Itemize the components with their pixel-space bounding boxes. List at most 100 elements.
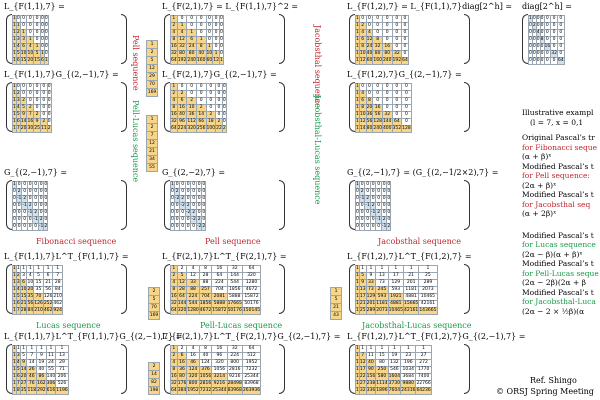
paren-left — [349, 180, 355, 230]
matrix-cell: 1 — [170, 83, 178, 91]
matrix-cell: 8 — [198, 345, 213, 353]
matrix-cell: 5 — [15, 366, 21, 374]
matrix-cell: -1 — [369, 209, 377, 217]
matrix-cell: 0 — [215, 104, 223, 112]
matrix-cell: 28 — [198, 272, 213, 280]
matrix-cell: 56 — [365, 118, 374, 126]
caption-fibonacci: Fibonacci sequence — [36, 237, 117, 246]
sequence-cell: 43 — [330, 311, 342, 320]
matrix-cell: 1 — [375, 265, 389, 273]
matrix-cell: 26 — [26, 366, 38, 374]
sequence-row: 21 — [146, 147, 158, 156]
matrix-cell: 9 — [365, 272, 377, 280]
matrix-row: 1 6 20 46 86 140 206 — [12, 373, 69, 381]
matrix-cell: 84 — [52, 286, 63, 294]
matrix-cell: 27 — [358, 380, 367, 388]
matrix-cell: 0 — [221, 83, 227, 91]
matrix-cell: 36 — [176, 366, 188, 374]
matrix-cell: 10 — [19, 50, 28, 58]
matrix-cell: 1770 — [415, 366, 432, 374]
matrix-cell: 64 — [211, 272, 228, 280]
matrix-row: 1 17 129 593 1921 4881 10465 — [355, 293, 438, 301]
matrix-cell: 0 — [205, 97, 217, 105]
matrix-cell: 2 — [39, 118, 48, 126]
matrix-cell: 4 — [26, 43, 35, 51]
matrix-cell: 526 — [55, 380, 69, 388]
matrix-cell: 0 — [43, 15, 49, 23]
matrix-cell: 1 — [12, 83, 17, 91]
matrix-cell: 16 — [543, 43, 552, 51]
matrix-cell: 462 — [52, 300, 63, 308]
matrix-r4c1: 1 1 1 1 1 1 1 1 2 3 4 5 6 7 1 3 6 10 15 21 28 1 4 10 20 35 56 84 1 5 1… — [12, 265, 63, 315]
matrix-cell: 0 — [355, 195, 360, 203]
matrix-cell: 0 — [386, 181, 392, 189]
matrix-cell: 0 — [550, 43, 558, 51]
matrix-cell: 0 — [401, 90, 412, 98]
matrix-cell: 1280 — [186, 307, 200, 315]
matrix-cell: 0 — [33, 104, 41, 112]
matrix-cell: 0 — [528, 22, 533, 30]
matrix-cell: 1 — [355, 15, 360, 23]
matrix-cell: 9 — [19, 359, 28, 367]
matrix-cell: 50176 — [241, 300, 262, 308]
matrix-cell: 4 — [170, 97, 178, 105]
matrix-cell: 1 — [355, 104, 360, 112]
matrix-row: 64 384 1952 7232 25344 83968 263936 — [170, 387, 262, 395]
matrix-cell: 0 — [215, 90, 223, 98]
lucas-sequence-column: 2 5 70 169 — [148, 287, 160, 320]
matrix-cell: 0 — [556, 22, 565, 30]
matrix-cell: 224 — [226, 352, 243, 360]
matrix-cell: 8 — [539, 36, 545, 44]
label-r1c1: L_{F(1,1),7} = — [4, 2, 65, 11]
matrix-cell: 0 — [391, 29, 403, 37]
matrix-cell: 704 — [211, 286, 228, 294]
matrix-cell: 1 — [205, 43, 214, 51]
matrix-cell: 144 — [381, 118, 393, 126]
sequence-row: 12 — [146, 139, 158, 148]
sequence-row: 5 — [146, 56, 158, 65]
matrix-cell: 8 — [170, 36, 178, 44]
matrix-row: 4 16 46 124 320 800 1952 — [170, 359, 262, 367]
matrix-cell: 1 — [12, 300, 17, 308]
matrix-cell: 0 — [12, 216, 17, 224]
matrix-cell: 0 — [550, 22, 558, 30]
matrix-cell: 4 — [170, 29, 178, 37]
side-line: Modified Pascal’s t — [522, 287, 594, 297]
matrix-cell: 28 — [52, 279, 63, 287]
matrix-row: 2 5 12 28 64 144 320 — [170, 272, 262, 280]
matrix-cell: 16 — [211, 345, 228, 353]
matrix-cell: 2 — [386, 223, 392, 231]
matrix-row: 8 28 88 257 704 1856 4672 — [170, 286, 262, 294]
matrix-cell: 25344 — [211, 387, 228, 395]
sequence-cell: 2 — [148, 287, 160, 296]
pell-lucas-small-column: 2 14 82 198 — [148, 362, 160, 395]
matrix-cell: 0 — [386, 209, 392, 217]
matrix-cell: 4881 — [402, 293, 420, 301]
matrix-row: 1 17 90 250 546 1034 1770 — [355, 366, 432, 374]
matrix-row: 0 0 0 -1 2 0 0 — [355, 209, 392, 217]
matrix-cell: 16 — [170, 111, 178, 119]
matrix-cell: 64 — [556, 57, 565, 65]
matrix-cell: 1 — [12, 352, 17, 360]
matrix-cell: 252 — [42, 300, 54, 308]
matrix-cell: 462 — [42, 307, 54, 315]
matrix-cell: -1 — [375, 216, 382, 224]
matrix-cell: 0 — [39, 22, 45, 30]
matrix-cell: 320 — [186, 125, 197, 133]
matrix-cell: 25344 — [241, 373, 262, 381]
matrix-cell: 1 — [212, 50, 220, 58]
matrix-cell: 32 — [176, 43, 188, 51]
sequence-cell: 14 — [148, 370, 160, 379]
caption-pell-lucas: Pell-Lucas sequence — [200, 321, 283, 330]
matrix-cell: 8 — [170, 366, 178, 374]
matrix-cell: 0 — [401, 111, 412, 119]
matrix-cell: 1 — [12, 104, 17, 112]
matrix-cell: 1 — [365, 345, 377, 353]
matrix-cell: 8 — [170, 286, 178, 294]
matrix-cell: 0 — [205, 29, 214, 37]
matrix-cell: 250 — [375, 366, 389, 374]
matrix-cell: 1 — [528, 15, 533, 23]
matrix-cell: 5 — [15, 293, 21, 301]
